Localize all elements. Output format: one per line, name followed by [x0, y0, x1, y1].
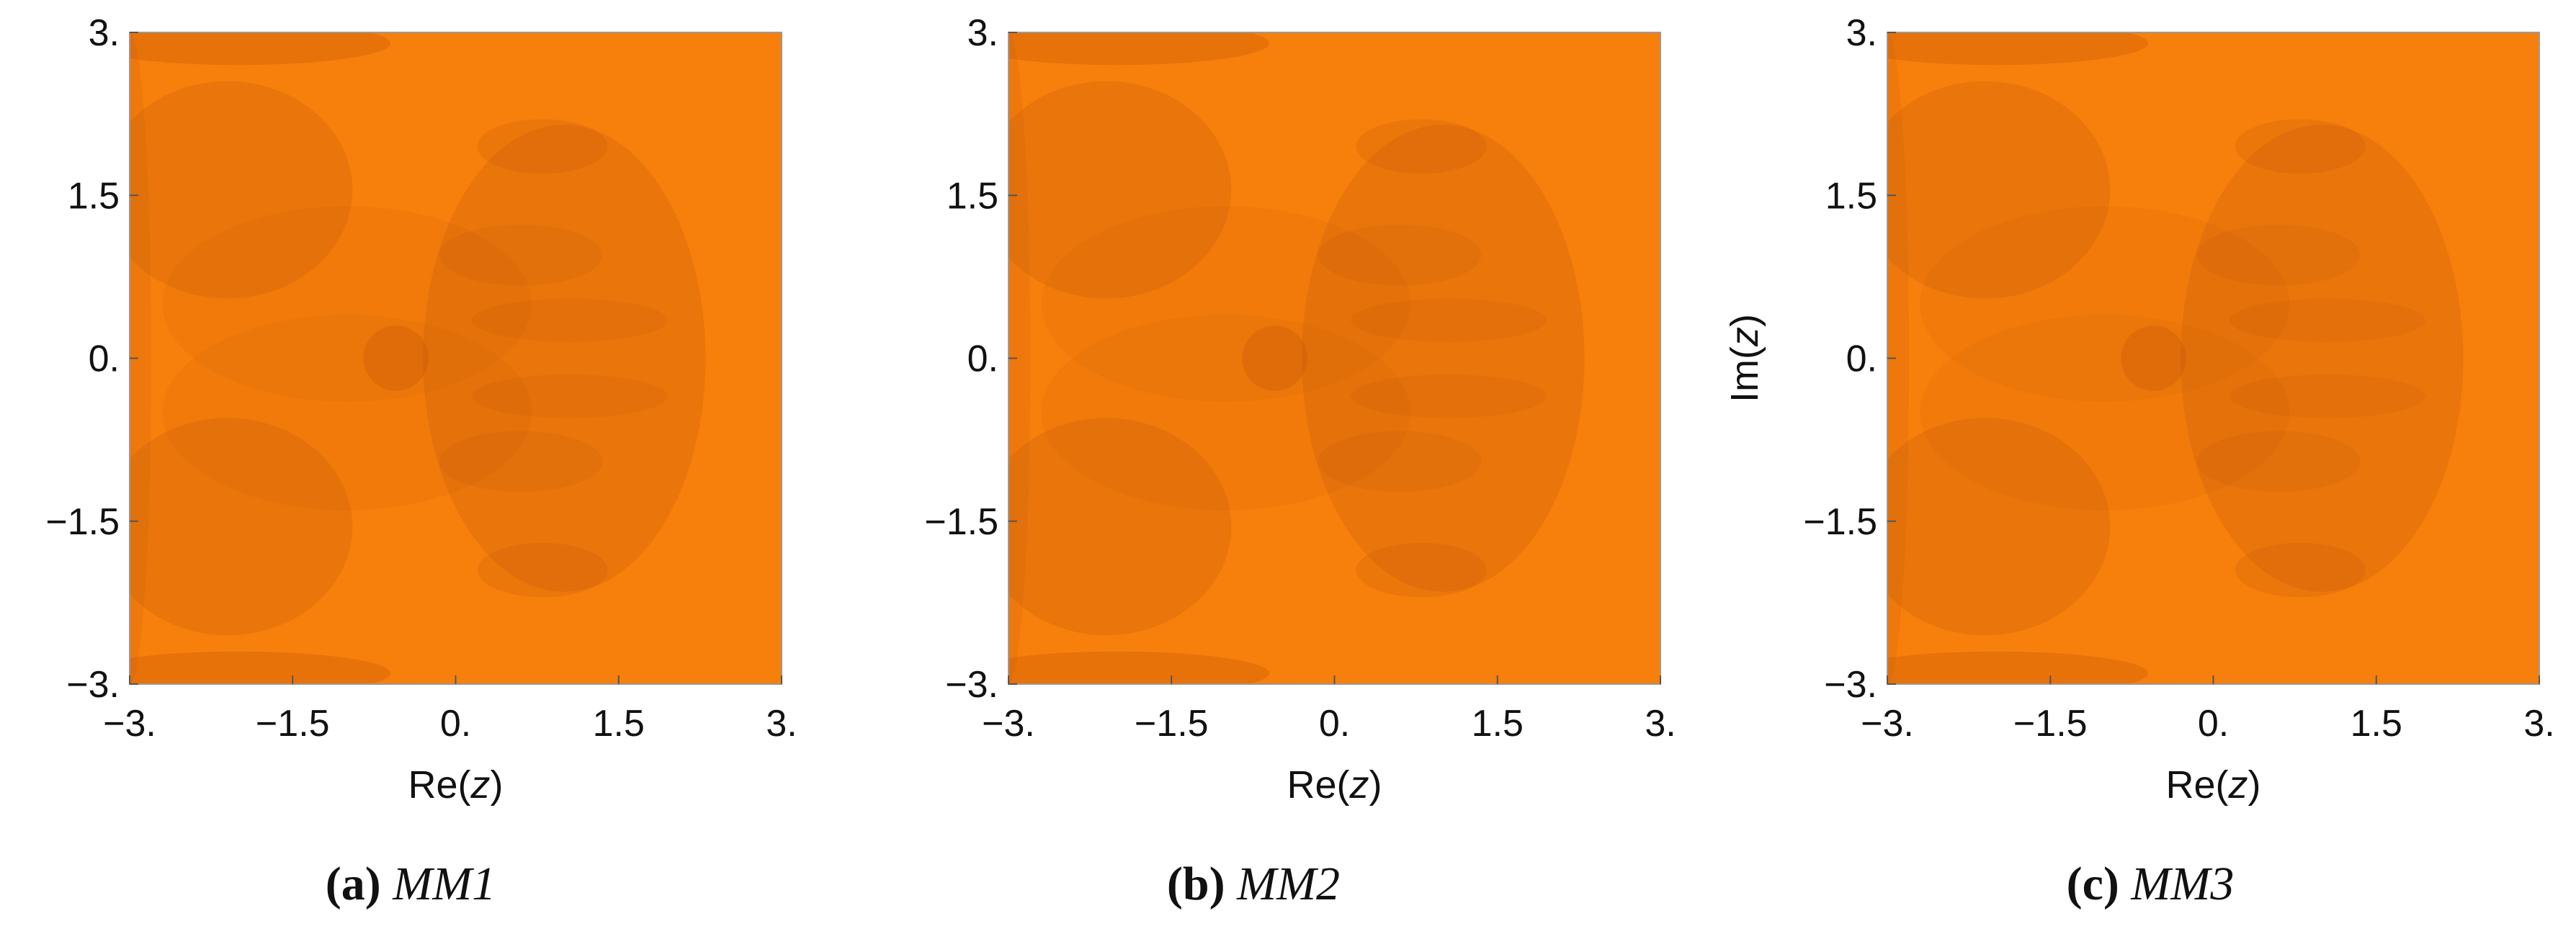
iteration-shading [1887, 32, 2464, 684]
shade-bottom-arc [1356, 542, 1487, 598]
shade-upper-left-lobe [1009, 81, 1232, 299]
y-tick-label: 3. [1846, 12, 1877, 54]
shade-center [363, 325, 429, 391]
x-tick-label: 0. [440, 703, 471, 745]
x-axis-label: Re(z) [1287, 763, 1382, 807]
x-tick-label: 1.5 [1472, 703, 1524, 745]
shade-mid-upper [162, 206, 532, 402]
y-tick-label: 3. [967, 12, 998, 54]
basin-fill [130, 32, 782, 684]
panel-3: −3. −1.5 0. 1.5 3. 3. 1.5 0. −1.5 −3. Re(z) Im(z) [1723, 12, 2555, 807]
shade-center [2121, 325, 2186, 391]
iteration-shading [130, 32, 706, 684]
shade-petal-upper [439, 224, 603, 286]
x-tick-label: −3. [1861, 703, 1914, 745]
shade-petal-inner-lower [1351, 374, 1547, 418]
shade-right-lobe [1302, 125, 1585, 592]
shade-right-lobe [423, 125, 706, 592]
y-tick-label: 0. [967, 338, 998, 380]
shade-petal-inner-upper [2230, 298, 2425, 342]
shade-top-arc [1356, 119, 1487, 174]
shade-petal-inner-lower [2230, 374, 2425, 418]
caption-label: (b) [1166, 858, 1225, 910]
shade-petal-inner-upper [472, 298, 668, 342]
caption-name: MM1 [393, 858, 496, 910]
basin-fill [1009, 32, 1660, 684]
x-tick-label: −1.5 [256, 703, 330, 745]
x-axis-label: Re(z) [408, 763, 504, 807]
shade-mid-lower [162, 315, 532, 511]
shade-petal-lower [2196, 431, 2361, 493]
y-axis-label: Im(z) [1723, 314, 1766, 403]
shade-mid-upper [1920, 206, 2290, 402]
caption-c: (c) MM3 [2067, 857, 2235, 912]
shade-petal-lower [439, 431, 603, 493]
shade-bottom-arc [477, 542, 608, 598]
shade-bottom-strip [1887, 651, 2148, 684]
x-tick-label: 1.5 [593, 703, 645, 745]
shade-top-strip [130, 32, 390, 66]
shade-mid-lower [1041, 315, 1411, 511]
x-tick-label: 0. [2198, 703, 2229, 745]
x-tick-label: 3. [766, 703, 797, 745]
shade-mid-upper [1041, 206, 1411, 402]
caption-name: MM2 [1237, 858, 1341, 910]
shade-top-strip [1009, 32, 1269, 66]
shade-petal-inner-lower [472, 374, 668, 418]
shade-lower-left-lobe [1887, 418, 2111, 636]
x-tick-label: −3. [982, 703, 1035, 745]
y-tick-label: 1.5 [1825, 175, 1877, 217]
caption-b: (b) MM2 [1167, 857, 1340, 912]
x-tick-label: −1.5 [1135, 703, 1209, 745]
shade-right-lobe [2181, 125, 2464, 592]
shade-top-arc [477, 119, 608, 174]
y-tick-label: −1.5 [1803, 501, 1877, 543]
shade-bottom-strip [130, 651, 390, 684]
caption-label: (c) [2066, 858, 2119, 910]
y-tick-label: −1.5 [45, 501, 120, 543]
shade-petal-inner-upper [1351, 298, 1547, 342]
y-tick-label: 1.5 [68, 175, 120, 217]
basin-fill [1887, 32, 2539, 684]
x-tick-label: −3. [103, 703, 156, 745]
caption-name: MM3 [2131, 858, 2235, 910]
shade-bottom-strip [1009, 651, 1269, 684]
y-tick-label: 0. [1846, 338, 1877, 380]
shade-mid-lower [1920, 315, 2290, 511]
y-tick-label: −3. [66, 664, 120, 706]
x-tick-label: 3. [2523, 703, 2554, 745]
x-tick-label: 0. [1319, 703, 1350, 745]
y-tick-label: −3. [1824, 664, 1877, 706]
x-tick-label: 1.5 [2351, 703, 2402, 745]
panel-1: −3. −1.5 0. 1.5 3. 3. 1.5 0. −1.5 −3. Re(z) [45, 12, 797, 807]
shade-top-strip [1887, 32, 2148, 66]
y-tick-label: 1.5 [947, 175, 998, 217]
x-tick-label: −1.5 [2013, 703, 2088, 745]
shade-upper-left-lobe [130, 81, 353, 299]
panel-2: −3. −1.5 0. 1.5 3. 3. 1.5 0. −1.5 −3. Re(z) [924, 12, 1676, 807]
y-tick-label: 3. [89, 12, 120, 54]
x-axis-label: Re(z) [2166, 763, 2261, 807]
x-tick-label: 3. [1645, 703, 1676, 745]
caption-label: (a) [325, 858, 381, 910]
shade-center [1242, 325, 1307, 391]
iteration-shading [1009, 32, 1585, 684]
caption-a: (a) MM1 [326, 857, 496, 912]
shade-bottom-arc [2235, 542, 2366, 598]
shade-petal-upper [1318, 224, 1482, 286]
shade-petal-upper [2196, 224, 2361, 286]
y-tick-label: −1.5 [924, 501, 998, 543]
y-tick-label: 0. [89, 338, 120, 380]
shade-upper-left-lobe [1887, 81, 2111, 299]
shade-top-arc [2235, 119, 2366, 174]
shade-lower-left-lobe [1009, 418, 1232, 636]
shade-petal-lower [1318, 431, 1482, 493]
shade-lower-left-lobe [130, 418, 353, 636]
y-tick-label: −3. [945, 664, 998, 706]
